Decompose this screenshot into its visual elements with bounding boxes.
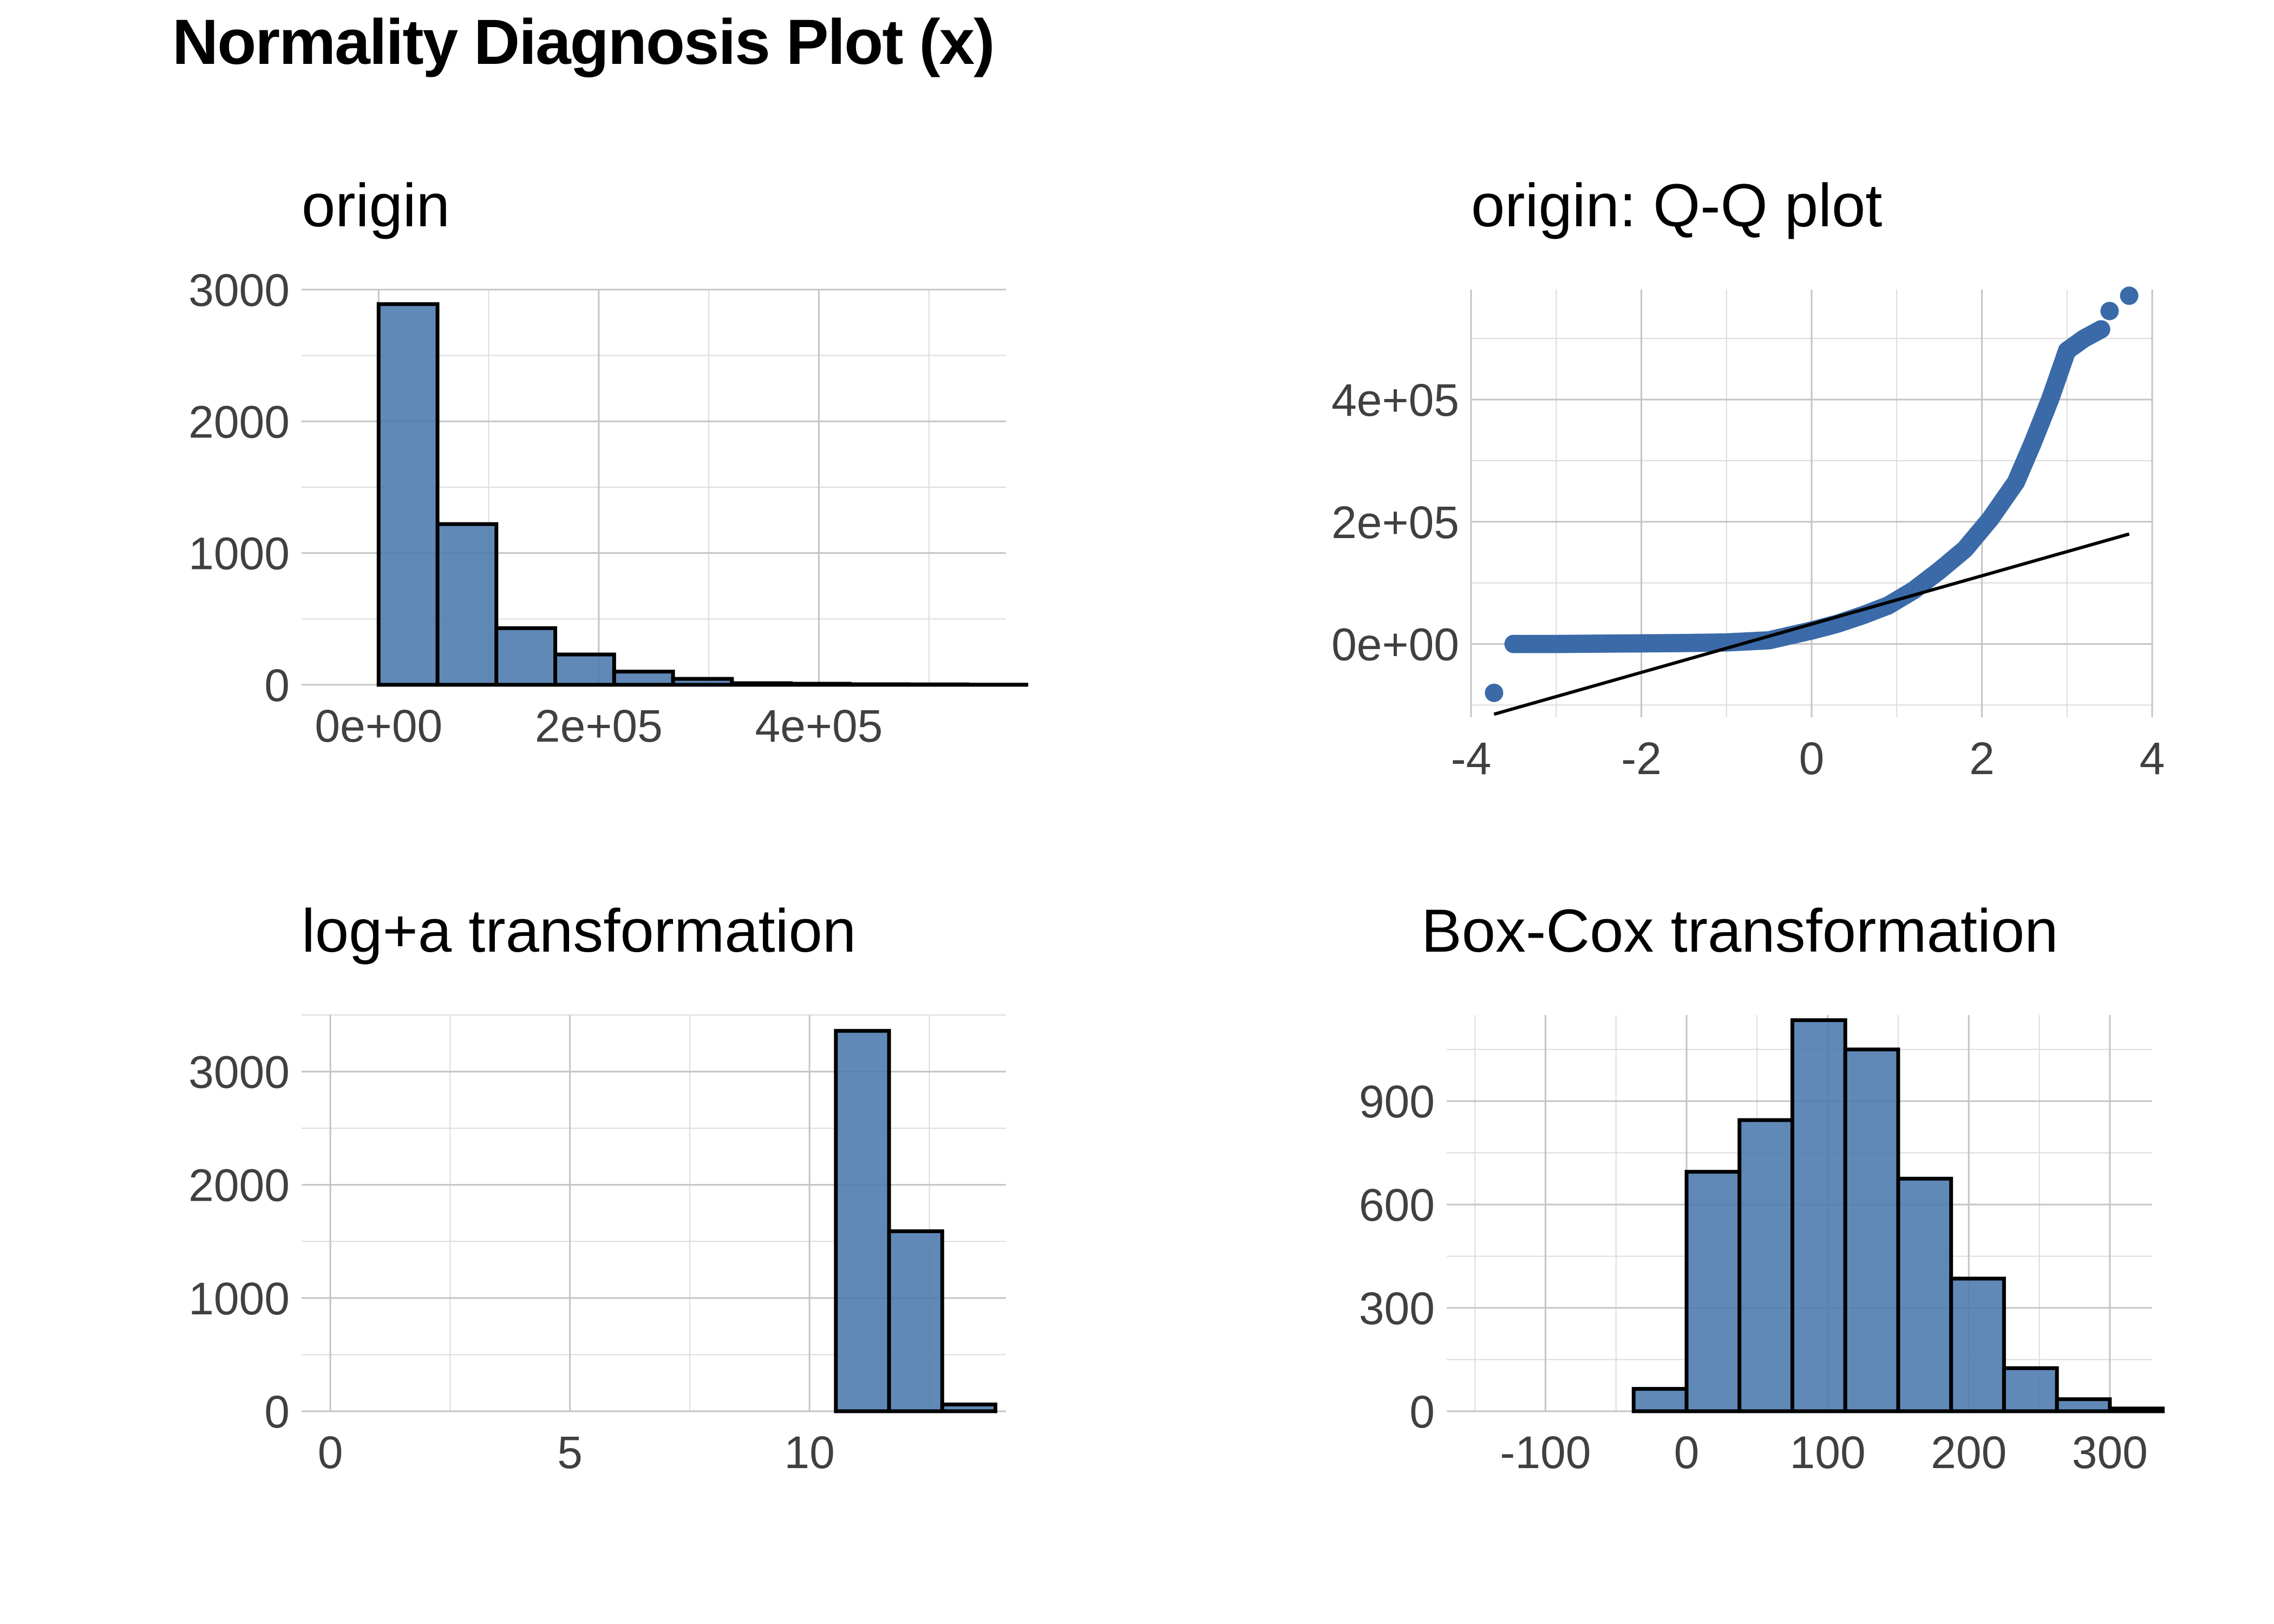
histogram-bar — [1843, 1047, 1900, 1413]
y-tick-label: 1000 — [188, 1273, 290, 1324]
histogram-bar — [612, 670, 675, 687]
x-tick-label: 2 — [1969, 733, 1995, 784]
y-tick-label: 2000 — [188, 396, 290, 447]
y-tick-label: 2e+05 — [1331, 497, 1459, 548]
histogram-bar — [2108, 1406, 2165, 1413]
y-tick-label: 0 — [264, 1386, 290, 1437]
x-tick-label: -100 — [1500, 1427, 1591, 1478]
x-tick-label: 0e+00 — [315, 700, 442, 751]
qq-point — [1485, 683, 1504, 702]
histogram-bar — [435, 522, 499, 687]
y-tick-label: 0e+00 — [1331, 619, 1459, 670]
y-tick-label: 3000 — [188, 1047, 290, 1098]
y-tick-label: 600 — [1359, 1180, 1435, 1230]
histogram-bar — [789, 682, 852, 687]
page-title: Normality Diagnosis Plot (x) — [172, 6, 995, 78]
histogram-bar — [834, 1029, 891, 1413]
y-tick-label: 4e+05 — [1331, 375, 1459, 425]
histogram-log-transformation: 0 5 10 0 1000 2000 3000 — [188, 1014, 1006, 1478]
y-tick-label: 3000 — [188, 265, 290, 316]
histogram-bar — [494, 626, 558, 687]
x-tick-label: 0 — [1799, 733, 1825, 784]
x-tick-label: 100 — [1790, 1427, 1866, 1478]
histogram-boxcox-transformation: -100 0 100 200 300 0 300 600 900 — [1359, 1015, 2165, 1478]
histogram-bar — [1896, 1176, 1953, 1413]
histogram-bar — [1949, 1276, 2006, 1413]
histogram-bar — [940, 1402, 998, 1413]
x-tick-label: 2e+05 — [535, 700, 663, 751]
histogram-origin: 0e+00 2e+05 4e+05 0 1000 2000 3000 — [188, 265, 1029, 751]
x-tick-label: 200 — [1931, 1427, 2007, 1478]
histogram-bar — [2055, 1397, 2112, 1413]
histogram-bar — [1790, 1018, 1847, 1413]
x-tick-label: -2 — [1621, 733, 1662, 784]
histogram-bar — [847, 682, 911, 687]
qq-point — [2092, 320, 2110, 339]
histogram-bar — [906, 682, 970, 687]
histogram-bar — [1737, 1118, 1794, 1413]
x-tick-label: 0 — [318, 1427, 343, 1478]
histogram-bar — [553, 652, 616, 687]
qq-point — [1504, 634, 1523, 653]
y-tick-label: 2000 — [188, 1160, 290, 1211]
qq-point — [2120, 286, 2139, 305]
y-tick-label: 1000 — [188, 528, 290, 579]
x-tick-label: 4 — [2140, 733, 2165, 784]
qq-reference-line — [1493, 532, 2130, 716]
histogram-bar — [730, 681, 793, 687]
y-tick-label: 0 — [264, 660, 290, 711]
panel-title-boxcox: Box-Cox transformation — [1421, 897, 2058, 965]
x-tick-label: 5 — [557, 1427, 583, 1478]
panel-title-log: log+a transformation — [302, 897, 856, 965]
x-tick-label: -4 — [1451, 733, 1492, 784]
panel-title-qq: origin: Q-Q plot — [1471, 172, 1882, 239]
y-tick-label: 0 — [1409, 1386, 1435, 1437]
histogram-bar — [376, 302, 440, 687]
histogram-bar — [1684, 1170, 1742, 1413]
x-tick-label: 10 — [784, 1427, 834, 1478]
histogram-bar — [1631, 1387, 1689, 1413]
qq-point — [2100, 302, 2119, 320]
x-tick-label: 0 — [1674, 1427, 1700, 1478]
y-tick-label: 300 — [1359, 1283, 1435, 1334]
y-tick-label: 900 — [1359, 1076, 1435, 1127]
histogram-bar — [671, 677, 734, 687]
panel-title-origin: origin — [302, 172, 450, 239]
histogram-bar — [2002, 1366, 2059, 1413]
histogram-bar — [887, 1229, 944, 1413]
qq-plot-origin: -4 -2 0 2 4 0e+00 2e+05 4e+05 — [1331, 286, 2165, 784]
x-tick-label: 300 — [2072, 1427, 2148, 1478]
x-tick-label: 4e+05 — [755, 700, 883, 751]
